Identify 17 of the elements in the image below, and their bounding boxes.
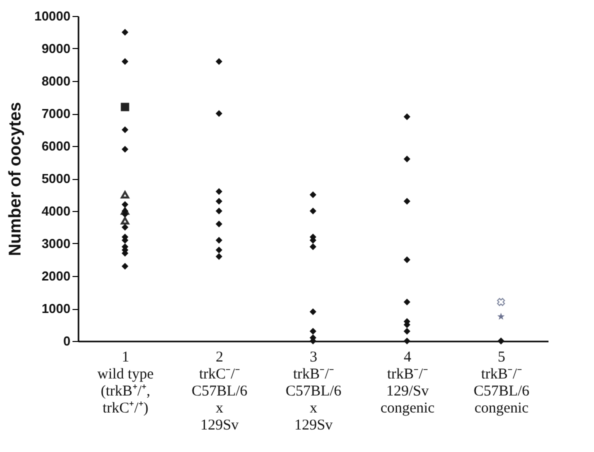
y-tick-label: 4000 — [42, 204, 70, 218]
y-axis-title: Number of oocytes — [5, 102, 24, 256]
x-tick-label: 2 trkC⁻/⁻ C57BL/6 x 129Sv — [192, 350, 248, 434]
y-tick-label: 8000 — [42, 74, 70, 88]
y-tick-label: 0 — [63, 334, 70, 348]
y-tick-label: 7000 — [42, 106, 70, 121]
y-tick-label: 2000 — [42, 268, 70, 284]
y-tick-label: 10000 — [34, 8, 70, 24]
x-tick-label: 3 trkB⁻/⁻ C57BL/6 x 129Sv — [286, 350, 342, 434]
x-tick-label: 4 trkB⁻/⁻ 129/Sv congenic — [380, 350, 435, 416]
x-tick-label: 5 trkB⁻/⁻ C57BL/6 congenic — [474, 350, 530, 416]
y-tick-label: 9000 — [42, 41, 70, 56]
y-tick-label: 6000 — [42, 138, 70, 154]
x-tick-label: 1 wild type (trkB⁺/⁺, trkC⁺/⁺) — [97, 350, 154, 416]
y-tick-label: 3000 — [42, 236, 70, 251]
y-tick-label: 5000 — [42, 171, 70, 186]
y-tick-label: 1000 — [42, 301, 70, 316]
